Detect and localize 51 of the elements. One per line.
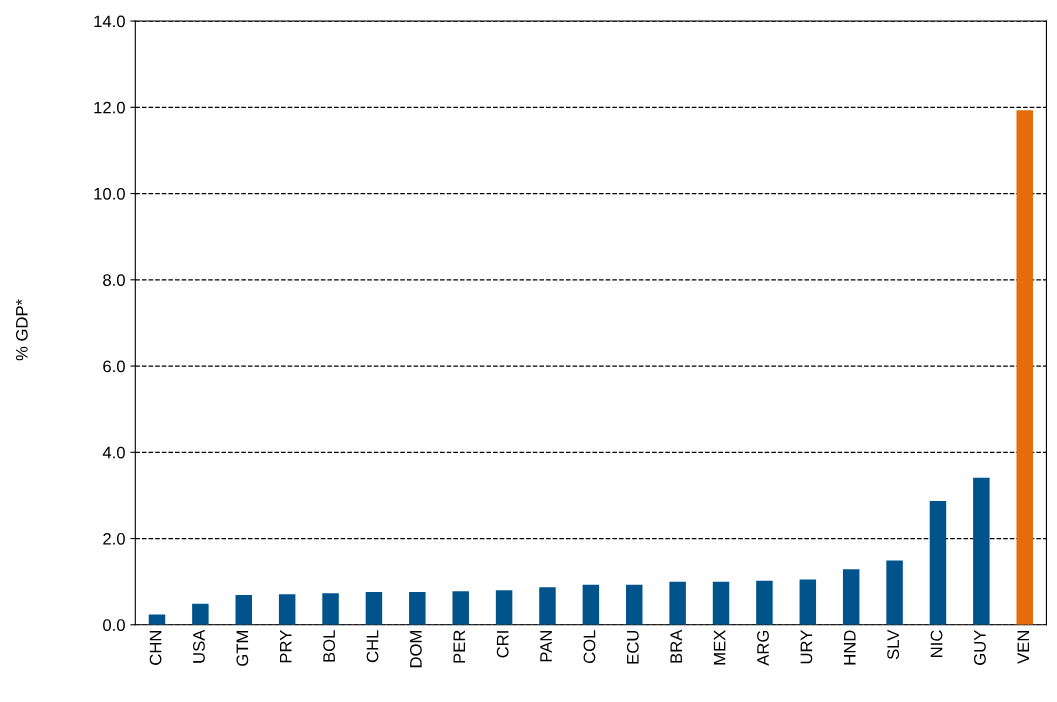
x-tick-label: BOL (323, 630, 336, 662)
y-tick-label: 4.0 (102, 446, 125, 459)
bar (799, 579, 817, 625)
x-tick-label: GTM (236, 631, 249, 666)
bar (278, 594, 296, 625)
x-tick-label: PER (453, 630, 466, 663)
x-tick-label: CHL (366, 630, 379, 663)
x-tick-label: DOM (409, 631, 422, 668)
bar (582, 584, 600, 625)
bar (148, 614, 166, 625)
y-tick-label: 6.0 (103, 360, 125, 373)
y-tick-label: 12.0 (94, 101, 125, 114)
bar (886, 560, 903, 625)
bar (712, 581, 730, 625)
bar (365, 592, 383, 625)
x-tick-label: ARG (757, 630, 769, 666)
x-tick-label: PRY (280, 630, 292, 663)
y-tick-label: 2.0 (103, 532, 125, 545)
x-tick-label: SLV (887, 629, 900, 660)
x-tick-label: USA (193, 629, 205, 663)
y-tick-label: 8.0 (103, 274, 125, 286)
bar (1016, 110, 1033, 625)
x-tick-label: COL (583, 630, 596, 664)
y-tick-label: 0.0 (103, 619, 125, 631)
y-tick-label: 14.0 (94, 15, 125, 28)
x-tick-label: ECU (626, 630, 639, 664)
bar (929, 501, 947, 625)
bar (452, 591, 469, 625)
bar (192, 603, 209, 625)
x-tick-label: BRA (670, 629, 682, 663)
x-tick-label: CRI (496, 631, 509, 658)
x-tick-label: NIC (930, 630, 943, 657)
bar (973, 477, 990, 625)
x-tick-label: GUY (974, 630, 986, 665)
y-axis-title: % GDP* (15, 299, 28, 361)
x-tick-label: HND (844, 630, 856, 665)
x-tick-label: VEN (1017, 631, 1030, 664)
x-tick-label: URY (800, 630, 813, 664)
bar (322, 593, 339, 625)
x-tick-label: MEX (713, 629, 726, 665)
bar (409, 592, 426, 625)
x-tick-label: CHN (149, 631, 162, 665)
bar (626, 584, 643, 625)
bar (842, 569, 860, 625)
x-tick-label: PAN (540, 631, 552, 662)
bar (756, 580, 773, 625)
bar (669, 581, 686, 625)
bar (235, 595, 253, 625)
y-tick-label: 10.0 (94, 187, 125, 200)
bar (495, 590, 513, 625)
bar (539, 587, 556, 625)
